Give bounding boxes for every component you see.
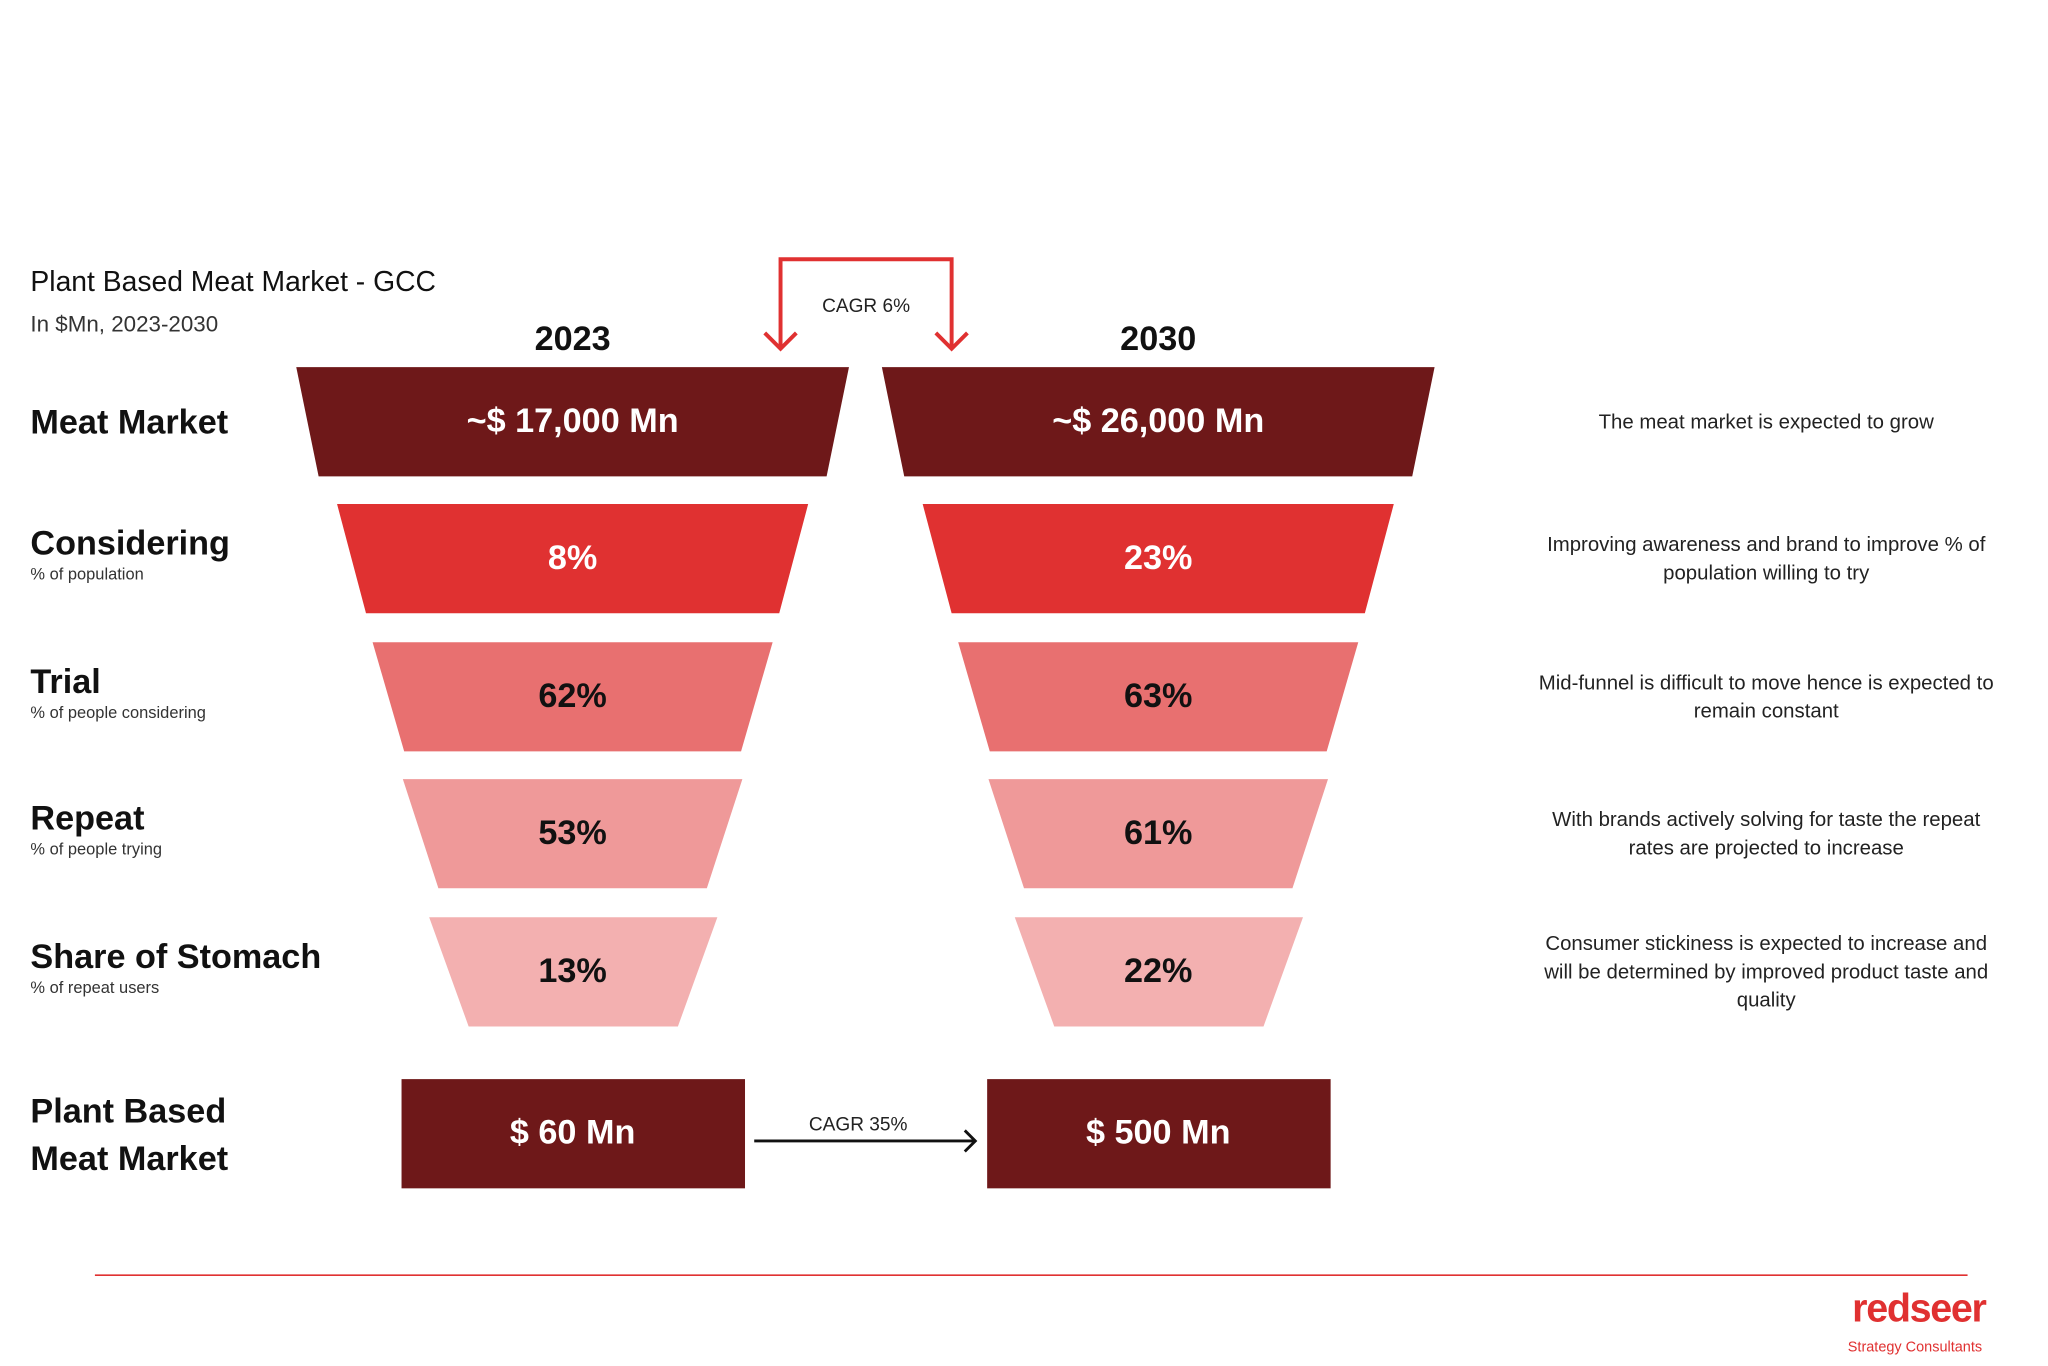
- plant-label-line1: Plant Based: [30, 1093, 226, 1131]
- cagr-bottom-label: CAGR 35%: [809, 1114, 908, 1135]
- value-meat-market-2030: ~$ 26,000 Mn: [1052, 402, 1264, 440]
- note-trial-line: remain constant: [1694, 701, 1839, 723]
- cagr-top-label: CAGR 6%: [822, 296, 910, 317]
- value-repeat-2030: 61%: [1124, 814, 1192, 852]
- plant-label-line2: Meat Market: [30, 1140, 228, 1178]
- redseer-logo: redseer Strategy Consultants: [1848, 1286, 1988, 1356]
- row-sublabel-considering: % of population: [30, 566, 143, 584]
- note-repeat-line: With brands actively solving for taste t…: [1552, 809, 1980, 831]
- note-share-of-stomach-line: quality: [1737, 990, 1797, 1012]
- value-considering-2030: 23%: [1124, 539, 1192, 577]
- logo-tagline: Strategy Consultants: [1848, 1340, 1982, 1356]
- cagr-bracket-arrow: [763, 257, 969, 352]
- cagr-arrow: [754, 1129, 978, 1153]
- page-title: Plant Based Meat Market - GCC: [30, 265, 436, 297]
- funnel-considering-2030: [922, 504, 1394, 614]
- row-label-considering: Considering: [30, 525, 230, 563]
- funnel-trial-2030: [958, 642, 1359, 752]
- funnel-meat-market-2030: [881, 367, 1435, 477]
- plant-value-2030: $ 500 Mn: [1086, 1113, 1230, 1151]
- note-trial-line: Mid-funnel is difficult to move hence is…: [1539, 672, 1994, 694]
- funnel-considering-2023: [337, 504, 809, 614]
- row-label-repeat: Repeat: [30, 800, 144, 838]
- funnel-repeat-2030: [988, 779, 1328, 889]
- note-share-of-stomach-line: will be determined by improved product t…: [1543, 961, 1988, 983]
- row-label-trial: Trial: [30, 663, 100, 701]
- row-sublabel-share-of-stomach: % of repeat users: [30, 979, 159, 997]
- plant-value-2023: $ 60 Mn: [510, 1113, 635, 1151]
- year-2030: 2030: [1120, 320, 1196, 358]
- note-repeat-line: rates are projected to increase: [1629, 837, 1904, 859]
- year-2023: 2023: [535, 320, 611, 358]
- row-sublabel-repeat: % of people trying: [30, 841, 162, 859]
- value-repeat-2023: 53%: [538, 814, 606, 852]
- value-trial-2030: 63%: [1124, 677, 1192, 715]
- note-meat-market-line: The meat market is expected to grow: [1599, 411, 1934, 433]
- funnel-share-of-stomach-2030: [1014, 917, 1303, 1027]
- value-share-of-stomach-2030: 22%: [1124, 952, 1192, 990]
- value-considering-2023: 8%: [548, 539, 597, 577]
- funnel-trial-2023: [372, 642, 773, 752]
- note-considering-line: population willing to try: [1663, 562, 1870, 584]
- note-share-of-stomach-line: Consumer stickiness is expected to incre…: [1545, 933, 1987, 955]
- funnel-share-of-stomach-2023: [429, 917, 718, 1027]
- plant-box-2023: [401, 1079, 746, 1189]
- row-label-share-of-stomach: Share of Stomach: [30, 938, 321, 976]
- value-trial-2023: 62%: [538, 677, 606, 715]
- funnel-meat-market-2023: [296, 367, 849, 477]
- note-considering-line: Improving awareness and brand to improve…: [1547, 534, 1986, 556]
- funnel-repeat-2023: [402, 779, 743, 889]
- plant-box-2030: [987, 1079, 1331, 1189]
- page-subtitle: In $Mn, 2023-2030: [30, 312, 218, 337]
- row-label-meat-market: Meat Market: [30, 404, 228, 442]
- value-meat-market-2023: ~$ 17,000 Mn: [467, 402, 679, 440]
- row-sublabel-trial: % of people considering: [30, 704, 205, 722]
- value-share-of-stomach-2023: 13%: [538, 952, 606, 990]
- logo-wordmark: redseer: [1852, 1286, 1986, 1330]
